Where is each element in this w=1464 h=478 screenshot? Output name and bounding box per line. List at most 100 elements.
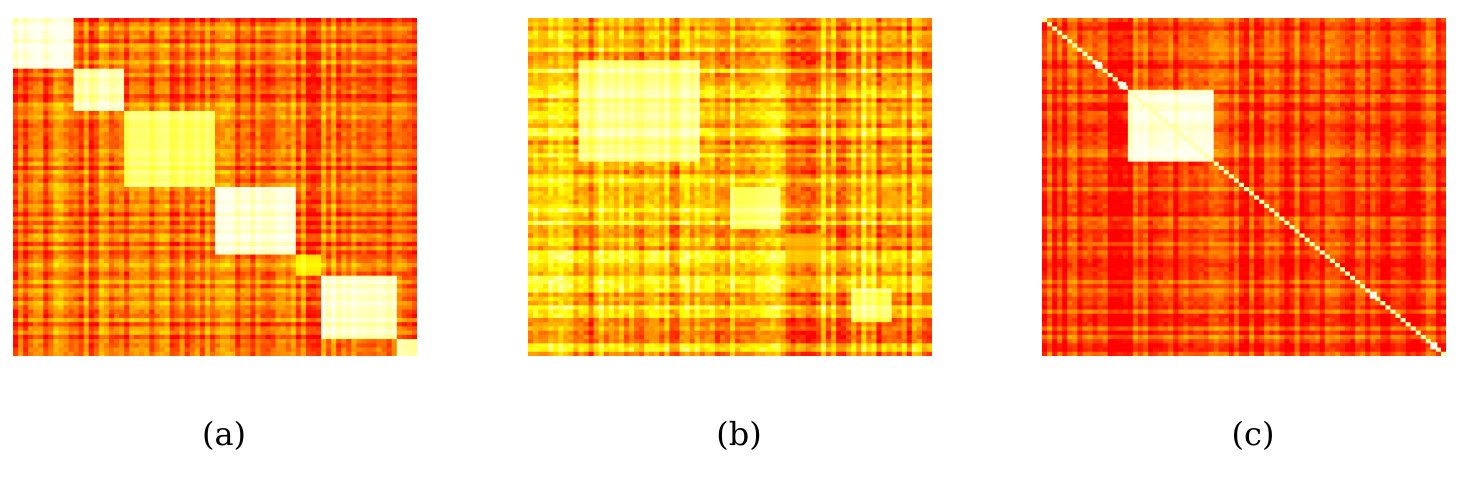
heatmap-cell: [220, 250, 226, 255]
heatmap-cell: [93, 89, 100, 95]
heatmap-cell: [406, 225, 413, 230]
heatmap-cell: [386, 77, 393, 82]
heatmap-cell: [406, 237, 413, 243]
heatmap-cell: [179, 212, 185, 217]
heatmap-cell: [341, 246, 347, 251]
heatmap-cell: [154, 85, 160, 91]
heatmap-cell: [331, 216, 337, 222]
heatmap-cell: [220, 229, 226, 234]
heatmap-cell: [144, 140, 150, 146]
heatmap-cell: [13, 60, 19, 65]
heatmap-cell: [114, 195, 120, 200]
heatmap-cell: [154, 165, 160, 171]
heatmap-cell: [255, 250, 261, 255]
heatmap-cell: [124, 237, 130, 243]
heatmap-cell: [199, 64, 206, 69]
heatmap-cell: [391, 203, 398, 209]
heatmap-cell: [265, 246, 271, 251]
heatmap-cell: [23, 85, 29, 91]
heatmap-cell: [209, 157, 216, 162]
heatmap-cell: [53, 30, 59, 36]
heatmap-cell: [341, 254, 347, 260]
heatmap-cell: [184, 47, 191, 53]
heatmap-cell: [381, 56, 387, 61]
heatmap-cell: [220, 47, 226, 53]
heatmap-cell: [58, 98, 64, 103]
heatmap-cell: [48, 237, 54, 243]
heatmap-cell: [371, 212, 377, 217]
heatmap-cell: [119, 182, 125, 188]
heatmap-cell: [209, 39, 216, 44]
heatmap-cell: [351, 39, 357, 44]
heatmap-cell: [83, 98, 90, 103]
heatmap-cell: [235, 22, 241, 27]
heatmap-cell: [230, 246, 236, 251]
heatmap-cell: [401, 94, 408, 99]
heatmap-cell: [285, 106, 292, 112]
heatmap-cell: [310, 102, 317, 108]
heatmap-cell: [53, 208, 59, 213]
heatmap-cell: [33, 225, 39, 230]
heatmap-cell: [184, 115, 191, 120]
heatmap-cell: [245, 174, 251, 179]
heatmap-cell: [275, 161, 281, 167]
heatmap-cell: [108, 170, 115, 175]
heatmap-cell: [391, 178, 398, 184]
heatmap-cell: [174, 22, 180, 27]
heatmap-cell: [391, 267, 398, 272]
heatmap-cell: [68, 254, 74, 260]
heatmap-cell: [290, 229, 297, 234]
heatmap-cell: [376, 89, 382, 95]
heatmap-cell: [33, 165, 39, 171]
heatmap-cell: [58, 220, 64, 226]
heatmap-cell: [114, 182, 120, 188]
heatmap-cell: [290, 165, 297, 171]
heatmap-cell: [295, 81, 302, 86]
heatmap-cell: [33, 182, 39, 188]
heatmap-cell: [13, 115, 19, 120]
heatmap-cell: [78, 233, 84, 238]
heatmap-cell: [250, 60, 256, 65]
heatmap-cell: [189, 64, 196, 69]
heatmap-cell: [179, 81, 185, 86]
heatmap-cell: [326, 64, 332, 69]
heatmap-cell: [310, 77, 317, 82]
heatmap-cell: [53, 246, 59, 251]
heatmap-cell: [371, 106, 377, 112]
heatmap-cell: [275, 77, 281, 82]
heatmap-cell: [38, 212, 44, 217]
heatmap-cell: [98, 89, 105, 95]
heatmap-cell: [235, 26, 241, 31]
heatmap-cell: [346, 153, 352, 158]
heatmap-cell: [119, 132, 125, 137]
heatmap-cell: [164, 148, 170, 154]
heatmap-cell: [230, 153, 236, 158]
heatmap-cell: [230, 250, 236, 255]
heatmap-cell: [108, 77, 115, 82]
heatmap-cell: [265, 254, 271, 260]
heatmap-cell: [366, 144, 372, 150]
heatmap-cell: [179, 144, 185, 150]
heatmap-cell: [139, 136, 145, 141]
heatmap-cell: [98, 77, 105, 82]
heatmap-cell: [144, 258, 150, 264]
heatmap-cell: [321, 237, 327, 243]
heatmap-cell: [23, 119, 29, 124]
heatmap-cell: [341, 132, 347, 137]
heatmap-cell: [204, 26, 211, 31]
heatmap-cell: [270, 26, 276, 31]
heatmap-cell: [220, 233, 226, 238]
heatmap-cell: [194, 22, 201, 27]
heatmap-cell: [295, 72, 302, 78]
heatmap-cell: [53, 94, 59, 99]
heatmap-cell: [371, 199, 377, 205]
heatmap-cell: [406, 68, 413, 74]
heatmap-cell: [204, 263, 211, 268]
heatmap-cell: [230, 77, 236, 82]
heatmap-cell: [28, 140, 34, 146]
heatmap-cell: [406, 195, 413, 200]
heatmap-cell: [108, 271, 115, 277]
heatmap-cell: [331, 191, 337, 196]
heatmap-cell: [326, 123, 332, 129]
heatmap-cell: [18, 43, 24, 48]
